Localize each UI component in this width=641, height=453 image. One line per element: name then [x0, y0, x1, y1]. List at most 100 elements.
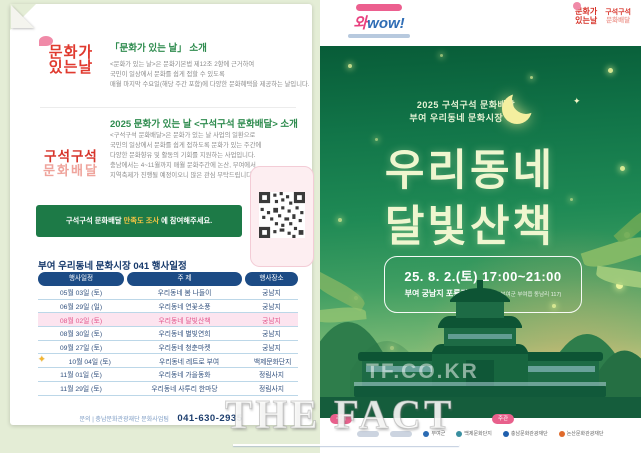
section1-body: <문화가 있는 날>은 문화기본법 제12조 2항에 근거하여 국민이 일상에서… — [110, 60, 310, 90]
event-venue-detail: (충남 부여군 부여읍 동남리 117) — [487, 292, 562, 298]
section-divider — [40, 107, 296, 108]
row-topic: 우리동네 청춘마켓 — [158, 345, 211, 353]
star-icon: ✦ — [573, 96, 581, 106]
schedule-title: 부여 우리동네 문화시장 041 행사일정 — [38, 261, 187, 272]
section1-title: 「문화가 있는 날」 소개 — [110, 43, 207, 54]
table-row-highlighted: 08월 02일 (토) 우리동네 달빛산책 궁남지 — [38, 313, 298, 328]
row-date: 08월 02일 (토) — [59, 317, 103, 325]
section2-line: 충남에서는 4~11월까지 매월 문화주간에 논산, 부여에서 — [110, 162, 256, 169]
section1-line: 국민이 일상에서 문화를 쉽게 접할 수 있도록 — [110, 71, 225, 78]
row-place: 궁남지 — [262, 317, 281, 325]
header-topic: 주 제 — [127, 272, 242, 286]
speech-bubble-icon — [39, 36, 53, 46]
header-place: 행사장소 — [245, 272, 298, 286]
the-fact-watermark: THE FACT — [224, 391, 455, 438]
poster-title-line1: 우리동네 — [384, 147, 556, 195]
host-pill: 주최 — [330, 414, 353, 424]
row-date: 08월 30일 (토) — [59, 331, 103, 339]
firefly-dot — [375, 138, 378, 141]
header-logos: 문화가 있는날 구석구석 문화배달 — [573, 2, 631, 25]
mini-logo-line1: 문화가 — [575, 7, 598, 16]
row-date: 09월 27일 (토) — [59, 345, 103, 353]
row-place: 궁남지 — [262, 345, 281, 353]
ribbon-icon — [356, 4, 402, 11]
row-date: 05월 03일 (토) — [59, 290, 103, 298]
row-topic: 우리동네 레트로 부여 — [159, 358, 220, 366]
row-place: 백제문화단지 — [253, 358, 292, 366]
table-row: ✦ 10월 04일 (토) 우리동네 레트로 부여 백제문화단지 — [38, 354, 298, 369]
firefly-dot — [338, 218, 342, 222]
mini-logo-line1: 구석구석 — [605, 8, 631, 16]
firefly-dot — [348, 64, 352, 68]
row-place: 궁남지 — [262, 290, 281, 298]
sponsor-logos: 부여군 백제문화단지 충남문화관광재단 논산문화관광재단 — [320, 430, 641, 437]
poster-artwork: 2025 구석구석 문화배달 부여 우리동네 문화시장 041 ✦ 우리동네 달… — [320, 46, 641, 418]
brand-text-2: wow! — [367, 15, 405, 32]
firefly-dot — [616, 282, 623, 289]
watermark-underline — [233, 444, 459, 446]
delivery-logo-line2: 문화배달 — [43, 163, 99, 178]
contact-phone: 041-630-2935 — [177, 413, 243, 424]
culture-day-logo-line1: 문화가 — [48, 44, 94, 61]
row-place: 정림사지 — [258, 372, 284, 380]
speech-bubble-icon — [573, 2, 582, 10]
row-place: 정림사지 — [258, 386, 284, 394]
schedule-table-header: 행사일정 주 제 행사장소 — [38, 272, 298, 286]
contact-footer: 문의 | 충남문화관광재단 문화사업팀 041-630-2935 — [10, 408, 312, 426]
sponsor-label: 백제문화단지 — [464, 431, 492, 437]
palace-illustration — [320, 280, 641, 418]
firefly-dot — [530, 76, 533, 79]
table-row: 11월 01일 (토) 우리동네 가을동화 정림사지 — [38, 368, 298, 382]
organizer-pill: 주관 — [492, 414, 515, 424]
row-date: 10월 04일 (토) — [68, 358, 111, 366]
header-date: 행사일정 — [38, 272, 124, 286]
mini-logo-line2: 문화배달 — [606, 16, 631, 24]
table-row: 06월 29일 (일) 우리동네 연꽃소풍 궁남지 — [38, 300, 298, 314]
row-date: 11월 01일 (토) — [60, 372, 102, 380]
firefly-dot — [570, 198, 573, 201]
sponsor-strip: 주최 주관 부여군 백제문화단지 충남문화관광재단 논산문화관광재단 — [320, 414, 641, 453]
firefly-dot — [440, 54, 443, 57]
culture-day-mini-logo: 문화가 있는날 — [573, 2, 598, 25]
culture-day-logo-line2: 있는날 — [48, 59, 94, 76]
star-cursor-icon: ✦ — [38, 354, 46, 365]
left-page-background: 문화가 있는날 「문화가 있는 날」 소개 <문화가 있는 날>은 문화기본법 … — [0, 0, 320, 453]
tfcokr-watermark: TF.CO.KR — [366, 360, 479, 383]
table-row: 05월 03일 (토) 우리동네 봄 나들이 궁남지 — [38, 286, 298, 300]
section2-title: 2025 문화가 있는 날 <구석구석 문화배달> 소개 — [110, 119, 298, 130]
culture-day-logo: 문화가 있는날 — [35, 36, 107, 76]
row-place: 궁남지 — [262, 304, 281, 312]
sponsor-logo: 백제문화단지 — [456, 430, 492, 437]
poster-subtitle-1: 2025 구석구석 문화배달 — [416, 100, 516, 110]
survey-banner-suffix: 에 참여해주세요. — [161, 216, 213, 225]
poster-subtitle-2: 부여 우리동네 문화시장 041 — [409, 113, 523, 123]
row-topic: 우리동네 가을동화 — [158, 372, 211, 380]
row-topic: 우리동네 사투리 한마당 — [151, 386, 218, 394]
sponsor-logo: 부여군 — [423, 430, 445, 437]
poster-title-line2: 달빛산책 — [384, 203, 556, 251]
left-page-paper: 문화가 있는날 「문화가 있는 날」 소개 <문화가 있는 날>은 문화기본법 … — [10, 4, 314, 426]
brand-subtext-bar — [348, 34, 410, 38]
sponsor-logo: 논산문화관광재단 — [558, 430, 604, 437]
sponsor-logo-obscured — [390, 430, 413, 437]
section2-line: 지역축제가 진행될 예정이오니 많은 관심 부탁드립니다. — [110, 172, 254, 179]
event-venue: 부여 궁남지 포룡정 일원 — [404, 289, 485, 298]
firefly-dot — [390, 346, 394, 350]
firefly-dot — [620, 166, 625, 171]
row-topic: 우리동네 연꽃소풍 — [158, 304, 211, 312]
mini-logo-line2: 있는날 — [575, 15, 598, 25]
row-date: 11월 29일 (토) — [60, 386, 102, 394]
event-poster: 와wow! 문화가 있는날 구석구석 문화배달 — [320, 0, 641, 453]
section1-line: 매월 마지막 수요일(해당 주간 포함)에 다양한 문화혜택을 제공하는 날입니… — [110, 81, 310, 88]
delivery-logo-line1: 구석구석 — [44, 149, 98, 164]
event-datetime: 25. 8. 2.(토) 17:00~21:00 — [404, 269, 562, 284]
row-topic: 우리동네 별빛연희 — [158, 331, 211, 339]
survey-banner: 구석구석 문화배달 만족도 조사 에 참여해주세요. — [36, 205, 242, 237]
survey-banner-prefix: 구석구석 문화배달 — [65, 216, 122, 225]
table-row: 11월 29일 (토) 우리동네 사투리 한마당 정림사지 — [38, 382, 298, 396]
section2-body: <구석구석 문화배달>은 문화가 있는 날 사업의 일환으로 국민의 일상에서 … — [110, 131, 310, 181]
row-date: 06월 29일 (일) — [59, 304, 103, 312]
sponsor-logo-obscured — [357, 430, 380, 437]
chungnam-wow-logo: 와wow! — [334, 4, 424, 38]
